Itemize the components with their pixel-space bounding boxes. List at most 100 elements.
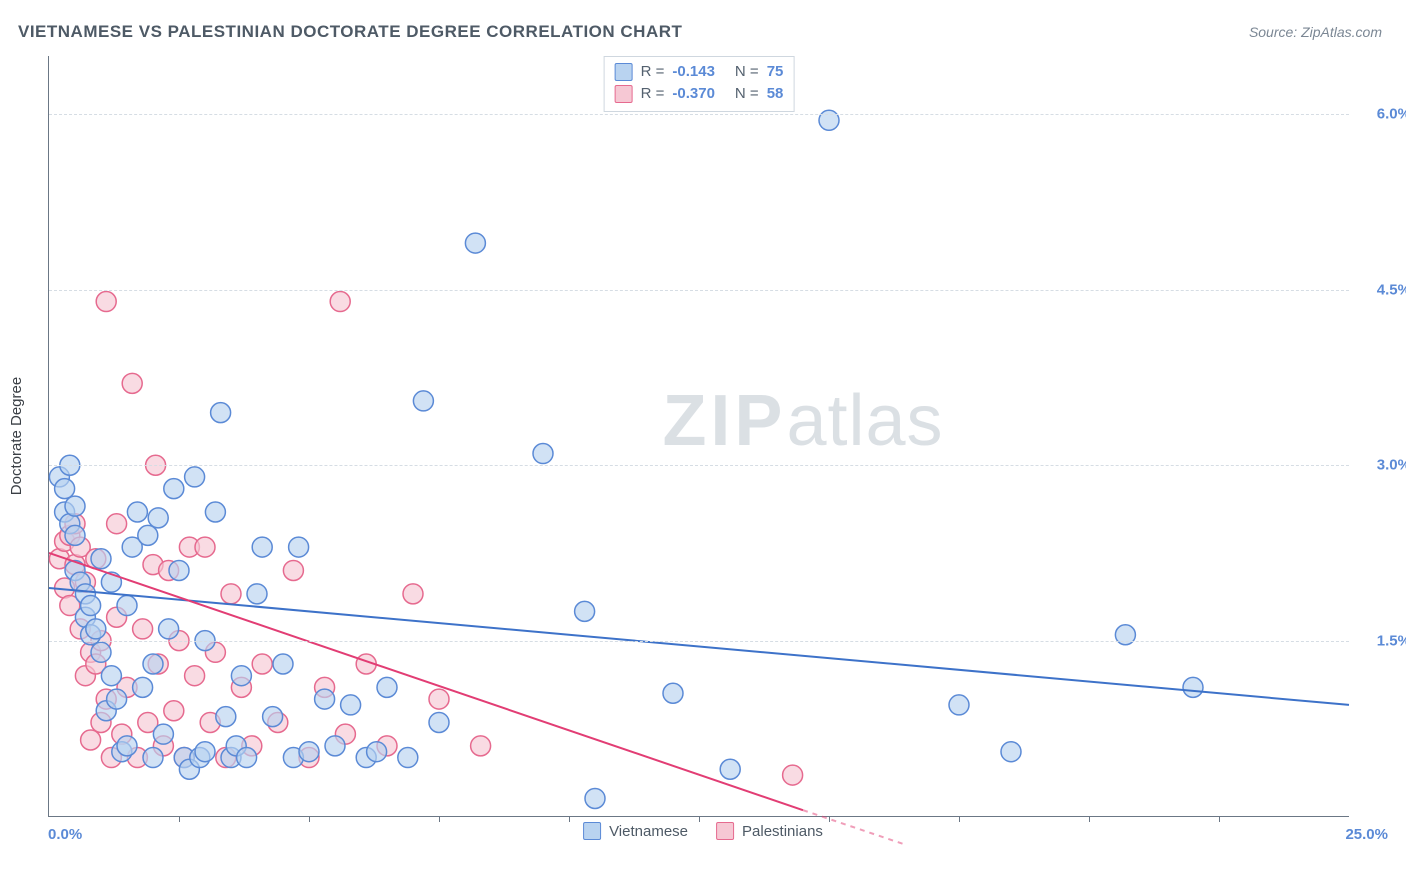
r-value-0: -0.143 — [672, 61, 715, 83]
data-point — [138, 525, 158, 545]
data-point — [133, 619, 153, 639]
data-point — [107, 514, 127, 534]
legend-swatch-palestinians-bottom — [716, 822, 734, 840]
data-point — [663, 683, 683, 703]
data-point — [117, 736, 137, 756]
data-point — [247, 584, 267, 604]
x-tick — [309, 816, 310, 822]
data-point — [117, 596, 137, 616]
legend-stats: R = -0.143 N = 75 R = -0.370 N = 58 — [604, 56, 795, 112]
data-point — [143, 748, 163, 768]
data-point — [429, 689, 449, 709]
data-point — [252, 654, 272, 674]
data-point — [55, 479, 75, 499]
data-point — [325, 736, 345, 756]
data-point — [403, 584, 423, 604]
data-point — [65, 496, 85, 516]
x-tick — [179, 816, 180, 822]
data-point — [819, 110, 839, 130]
plot-area: ZIPatlas R = -0.143 N = 75 R = -0.370 N … — [48, 56, 1349, 817]
n-value-1: 58 — [767, 83, 784, 105]
data-point — [315, 689, 335, 709]
gridline — [49, 641, 1349, 642]
legend-label-vietnamese: Vietnamese — [609, 823, 688, 840]
y-tick-label: 6.0% — [1377, 106, 1406, 123]
data-point — [252, 537, 272, 557]
data-point — [91, 549, 111, 569]
r-value-1: -0.370 — [672, 83, 715, 105]
data-point — [86, 619, 106, 639]
legend-stats-row-0: R = -0.143 N = 75 — [615, 61, 784, 83]
data-point — [1183, 677, 1203, 697]
legend-label-palestinians: Palestinians — [742, 823, 823, 840]
data-point — [107, 689, 127, 709]
data-point — [221, 584, 241, 604]
chart-title: VIETNAMESE VS PALESTINIAN DOCTORATE DEGR… — [18, 22, 682, 42]
data-point — [122, 373, 142, 393]
gridline — [49, 465, 1349, 466]
data-point — [205, 502, 225, 522]
data-point — [164, 479, 184, 499]
data-point — [159, 619, 179, 639]
data-point — [413, 391, 433, 411]
n-label-1: N = — [735, 83, 759, 105]
data-point — [216, 707, 236, 727]
n-value-0: 75 — [767, 61, 784, 83]
legend-item-palestinians: Palestinians — [716, 822, 823, 840]
data-point — [299, 742, 319, 762]
data-point — [377, 677, 397, 697]
data-point — [283, 560, 303, 580]
trend-line — [49, 553, 803, 810]
data-point — [81, 730, 101, 750]
x-tick — [1089, 816, 1090, 822]
data-point — [585, 788, 605, 808]
x-tick — [1219, 816, 1220, 822]
data-point — [575, 601, 595, 621]
data-point — [289, 537, 309, 557]
gridline — [49, 114, 1349, 115]
data-point — [185, 467, 205, 487]
data-point — [1115, 625, 1135, 645]
data-point — [148, 508, 168, 528]
data-point — [96, 292, 116, 312]
data-point — [429, 712, 449, 732]
data-point — [169, 560, 189, 580]
data-point — [237, 748, 257, 768]
data-point — [81, 596, 101, 616]
y-axis-title: Doctorate Degree — [8, 377, 25, 495]
data-point — [465, 233, 485, 253]
legend-swatch-vietnamese — [615, 63, 633, 81]
data-point — [65, 525, 85, 545]
legend-item-vietnamese: Vietnamese — [583, 822, 688, 840]
x-axis-label-min: 0.0% — [48, 826, 82, 843]
r-label-0: R = — [641, 61, 665, 83]
data-point — [263, 707, 283, 727]
n-label-0: N = — [735, 61, 759, 83]
data-point — [398, 748, 418, 768]
data-point — [471, 736, 491, 756]
legend-swatch-palestinians — [615, 85, 633, 103]
source-label: Source: ZipAtlas.com — [1249, 24, 1382, 40]
data-point — [127, 502, 147, 522]
data-point — [91, 642, 111, 662]
data-point — [133, 677, 153, 697]
x-axis-label-max: 25.0% — [1345, 826, 1388, 843]
data-point — [330, 292, 350, 312]
data-point — [341, 695, 361, 715]
x-tick — [829, 816, 830, 822]
data-point — [1001, 742, 1021, 762]
data-point — [211, 403, 231, 423]
chart-container: VIETNAMESE VS PALESTINIAN DOCTORATE DEGR… — [0, 0, 1406, 892]
chart-svg — [49, 56, 1349, 816]
data-point — [533, 444, 553, 464]
x-tick — [439, 816, 440, 822]
y-tick-label: 3.0% — [1377, 457, 1406, 474]
legend-stats-row-1: R = -0.370 N = 58 — [615, 83, 784, 105]
data-point — [273, 654, 293, 674]
data-point — [783, 765, 803, 785]
data-point — [185, 666, 205, 686]
legend-swatch-vietnamese-bottom — [583, 822, 601, 840]
x-tick — [569, 816, 570, 822]
data-point — [195, 537, 215, 557]
data-point — [720, 759, 740, 779]
